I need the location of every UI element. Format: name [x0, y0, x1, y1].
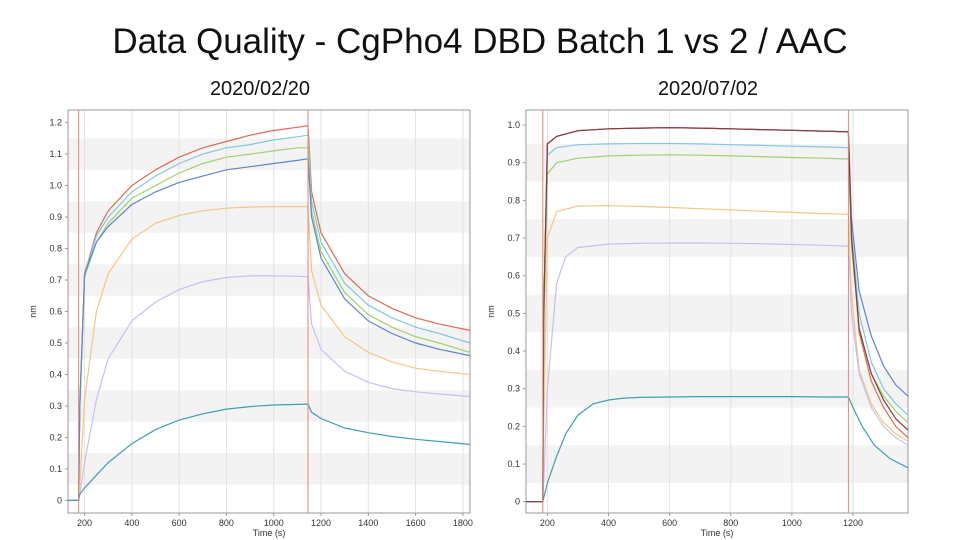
chart-panel-2020-07-02: 2020/07/02 0 0.1 0.2 0.3 0.4 0.5 0.6 0.7 0.8 0.9 1…	[486, 78, 928, 538]
band-stripe	[526, 369, 908, 408]
x-tick-label: 1200	[843, 518, 863, 528]
series-line	[526, 242, 909, 503]
band-stripe	[526, 143, 908, 182]
sensorgram-chart-batch-1: 0 0.1 0.2 0.3 0.4 0.5 0.6 0.7 0.8 0.9 1.0 1.1 1.2 200…	[28, 109, 473, 538]
y-tick-label: 0.1	[507, 459, 520, 469]
series-line	[68, 206, 471, 501]
slide-title: Data Quality - CgPho4 DBD Batch 1 vs 2 /…	[112, 22, 848, 61]
x-tick-label: 400	[601, 518, 616, 528]
series-line	[526, 205, 909, 503]
y-tick-label: 0.5	[507, 308, 520, 318]
y-axis-label: nm	[28, 305, 38, 318]
series-line	[526, 396, 909, 503]
y-tick-label: 0.8	[507, 195, 520, 205]
plot-frame	[67, 109, 471, 514]
y-axis-label: nm	[486, 305, 496, 318]
y-tick-label: 0.4	[507, 346, 520, 356]
band-stripe	[68, 201, 470, 233]
band-stripe	[68, 138, 470, 170]
x-axis-label: Time (s)	[253, 528, 286, 538]
y-tick-label: 0.7	[49, 275, 62, 285]
x-tick-label: 1000	[264, 518, 284, 528]
y-tick-label: 0.2	[507, 421, 520, 431]
x-tick-label: 1600	[406, 518, 426, 528]
plot-frame	[525, 109, 909, 514]
x-tick-label: 600	[172, 518, 187, 528]
y-tick-label: 0.5	[49, 338, 62, 348]
y-tick-label: 1.0	[49, 181, 62, 191]
y-tick-label: 0.3	[49, 401, 62, 411]
y-tick-label: 0	[515, 497, 520, 507]
y-tick-label: 1.1	[49, 149, 62, 159]
x-tick-label: 1200	[311, 518, 331, 528]
x-axis-label: Time (s)	[701, 528, 734, 538]
series-line	[526, 142, 909, 503]
y-tick-label: 0	[57, 495, 62, 505]
band-stripe	[68, 327, 470, 359]
chart-title: 2020/07/02	[657, 78, 759, 100]
x-tick-label: 1400	[358, 518, 378, 528]
band-stripe	[68, 390, 470, 422]
y-tick-label: 0.9	[49, 212, 62, 222]
series-line	[68, 158, 471, 501]
series-line	[68, 403, 471, 501]
x-tick-label: 400	[124, 518, 139, 528]
x-tick-label: 1000	[782, 518, 802, 528]
chart-panel-2020-02-20: 2020/02/20 0 0.1 0.2 0.3 0.4 0.5 0.6 0.7 0.8 0.9 1…	[28, 78, 480, 538]
x-tick-label: 1800	[453, 518, 473, 528]
y-tick-label: 0.7	[507, 233, 520, 243]
band-stripe	[68, 264, 470, 296]
band-stripe	[526, 294, 908, 333]
series-line	[68, 134, 471, 501]
band-stripe	[526, 445, 908, 483]
y-tick-label: 0.2	[49, 432, 62, 442]
x-tick-label: 800	[219, 518, 234, 528]
band-stripe	[68, 453, 470, 485]
series-line	[526, 127, 909, 503]
series-line	[68, 275, 471, 501]
y-tick-label: 0.8	[49, 244, 62, 254]
y-tick-label: 1.0	[507, 120, 520, 130]
y-tick-label: 0.1	[49, 464, 62, 474]
y-tick-label: 0.9	[507, 158, 520, 168]
x-tick-label: 800	[723, 518, 738, 528]
sensorgram-chart-batch-2: 0 0.1 0.2 0.3 0.4 0.5 0.6 0.7 0.8 0.9 1.0 200 400 600…	[486, 109, 909, 538]
y-tick-label: 0.4	[49, 369, 62, 379]
band-stripe	[526, 219, 908, 257]
x-tick-label: 200	[77, 518, 92, 528]
y-tick-label: 0.6	[49, 307, 62, 317]
chart-title: 2020/02/20	[209, 78, 311, 100]
y-tick-label: 0.3	[507, 384, 520, 394]
x-tick-label: 200	[540, 518, 555, 528]
y-tick-label: 0.6	[507, 271, 520, 281]
x-tick-label: 600	[662, 518, 677, 528]
series-line	[68, 125, 471, 501]
y-tick-label: 1.2	[49, 118, 62, 128]
series-line	[68, 147, 471, 501]
